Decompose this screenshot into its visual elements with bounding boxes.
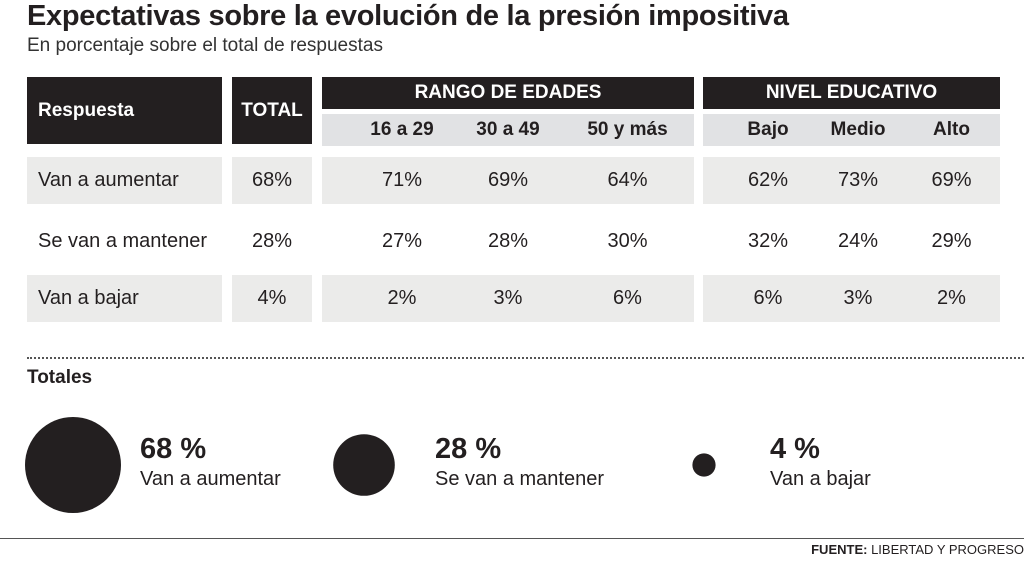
table-cell: 28% — [487, 230, 529, 252]
row-total: 68% — [232, 157, 312, 204]
chart-title: Expectativas sobre la evolución de la pr… — [27, 0, 789, 32]
bubble-1 — [25, 417, 121, 513]
table-cell: 3% — [493, 287, 523, 309]
bubble-category-label: Van a bajar — [770, 468, 871, 490]
bubble-value-label: 4 % — [770, 433, 820, 465]
header-rango-edades: RANGO DE EDADES — [322, 77, 694, 109]
table-cell: 32% — [747, 230, 789, 252]
subheader-educ-bajo: Bajo — [723, 114, 813, 146]
bubble-value-label: 68 % — [140, 433, 207, 465]
bubble-chart — [25, 417, 716, 513]
table-cell: 3% — [843, 287, 873, 309]
subheader-fill-right — [703, 114, 723, 146]
bubble-value-label: 28 % — [435, 433, 502, 465]
source-label: FUENTE: — [811, 542, 868, 557]
header-total: TOTAL — [232, 77, 312, 144]
row-label: Van a bajar — [27, 275, 222, 322]
header-respuesta: Respuesta — [27, 77, 222, 144]
row-label: Se van a mantener — [38, 230, 207, 252]
table-cell: 69% — [931, 169, 972, 191]
row-total: 4% — [232, 275, 312, 322]
table-cell: 30% — [607, 230, 648, 252]
bubble-3 — [692, 453, 716, 477]
row-edu-bg — [703, 275, 1000, 322]
subheader-fill-left — [322, 114, 349, 146]
row-total: 28% — [251, 230, 293, 252]
table-cell: 64% — [607, 169, 648, 191]
table-cell: 27% — [381, 230, 423, 252]
row-age-bg — [322, 157, 694, 204]
source-text: LIBERTAD Y PROGRESO — [871, 542, 1024, 557]
bubble-category-label: Van a aumentar — [140, 468, 281, 490]
table-cell: 6% — [753, 287, 783, 309]
table-cell: 6% — [613, 287, 642, 309]
table-cell: 2% — [937, 287, 966, 309]
dotted-divider — [27, 357, 1024, 359]
table-cell: 73% — [837, 169, 879, 191]
row-age-bg — [322, 275, 694, 322]
table-cell: 29% — [931, 230, 972, 252]
table-cell: 69% — [487, 169, 529, 191]
subheader-edad-30-49: 30 a 49 — [455, 114, 561, 146]
subheader-edad-16-29: 16 a 29 — [349, 114, 455, 146]
row-edu-bg — [703, 157, 1000, 204]
subheader-educ-alto: Alto — [903, 114, 1000, 146]
table-cell: 2% — [387, 287, 417, 309]
subheader-edad-50-mas: 50 y más — [561, 114, 694, 146]
totales-heading: Totales — [27, 367, 93, 388]
chart-subtitle: En porcentaje sobre el total de respuest… — [27, 35, 383, 56]
bubble-category-label: Se van a mantener — [435, 468, 604, 490]
table-cell: 71% — [381, 169, 423, 191]
header-nivel-educativo: NIVEL EDUCATIVO — [703, 77, 1000, 109]
row-label: Van a aumentar — [27, 157, 222, 204]
source-note: FUENTE: LIBERTAD Y PROGRESO — [811, 542, 1024, 557]
bubble-2 — [333, 434, 395, 496]
subheader-educ-medio: Medio — [813, 114, 903, 146]
table-cell: 62% — [747, 169, 789, 191]
footer-rule — [0, 538, 1024, 539]
table-cell: 24% — [837, 230, 879, 252]
